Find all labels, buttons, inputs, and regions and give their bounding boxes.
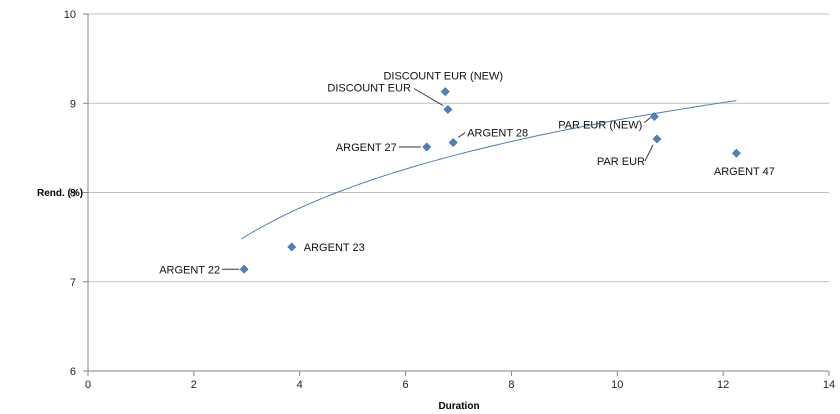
x-tick-label: 4 xyxy=(297,379,303,391)
gridlines xyxy=(88,13,829,372)
axes xyxy=(83,13,830,376)
data-label: PAR EUR (NEW) xyxy=(558,120,642,132)
leader-line xyxy=(457,132,466,138)
x-tick-label: 8 xyxy=(508,379,514,391)
x-tick-label: 6 xyxy=(403,379,409,391)
data-point xyxy=(448,138,458,147)
y-tick-labels: 6 7 8 9 10 xyxy=(64,9,76,378)
y-tick-label: 7 xyxy=(70,277,76,289)
y-tick-label: 8 xyxy=(70,188,76,200)
x-tick-labels: 0 2 4 6 8 10 12 14 xyxy=(85,379,835,391)
y-tick-label: 10 xyxy=(64,9,76,21)
leader-line xyxy=(644,117,651,124)
x-tick-label: 0 xyxy=(85,379,91,391)
data-point xyxy=(239,264,249,274)
data-point xyxy=(422,142,432,152)
data-label: ARGENT 47 xyxy=(714,166,775,178)
x-tick-label: 10 xyxy=(611,379,623,391)
data-label: ARGENT 28 xyxy=(467,128,528,140)
x-axis-title: Duration xyxy=(438,401,479,412)
data-label: DISCOUNT EUR xyxy=(327,82,411,94)
data-point xyxy=(649,112,659,122)
trendline xyxy=(241,100,737,240)
data-point xyxy=(731,148,741,158)
x-tick-label: 12 xyxy=(717,379,729,391)
data-label: ARGENT 23 xyxy=(304,242,365,254)
data-label: PAR EUR xyxy=(597,156,645,168)
data-label: ARGENT 27 xyxy=(336,142,397,154)
leader-line xyxy=(413,88,444,106)
data-point xyxy=(652,134,662,144)
data-point xyxy=(287,242,297,252)
data-labels: ARGENT 22 ARGENT 23 ARGENT 27 ARGENT 28 DISC… xyxy=(159,71,775,277)
data-markers xyxy=(239,87,741,274)
leader-line xyxy=(644,144,654,162)
data-point xyxy=(440,87,450,97)
data-label: DISCOUNT EUR (NEW) xyxy=(383,71,503,83)
y-tick-label: 6 xyxy=(70,366,76,378)
data-point xyxy=(443,105,453,114)
x-tick-label: 14 xyxy=(823,379,835,391)
data-label: ARGENT 22 xyxy=(159,264,220,276)
x-tick-label: 2 xyxy=(191,379,197,391)
y-axis-title: Rend. (%) xyxy=(37,188,83,199)
y-tick-label: 9 xyxy=(70,98,76,110)
label-leader-lines xyxy=(222,88,654,270)
